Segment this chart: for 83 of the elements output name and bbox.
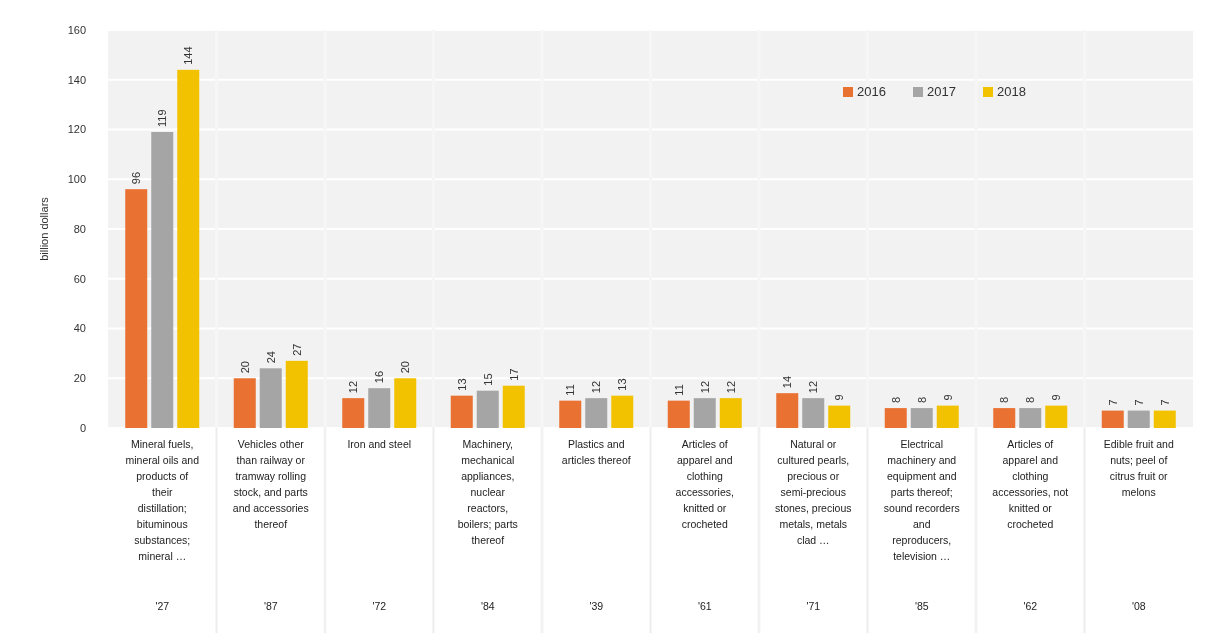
category-label: Natural or cultured pearls, precious or semi-precious stones, precious metals, metals clad … '71 bbox=[775, 438, 852, 612]
bar bbox=[802, 398, 825, 428]
bar bbox=[910, 408, 933, 428]
bar bbox=[259, 368, 282, 428]
bar bbox=[125, 189, 148, 428]
data-label: 27 bbox=[290, 343, 303, 356]
y-tick-label: 40 bbox=[73, 322, 86, 335]
data-label: 8 bbox=[915, 396, 928, 404]
category-label: Iron and steel '72 bbox=[347, 438, 412, 612]
data-label: 96 bbox=[130, 171, 143, 185]
data-label: 8 bbox=[889, 396, 902, 404]
data-label: 20 bbox=[399, 361, 412, 374]
data-label: 9 bbox=[833, 394, 846, 401]
bar bbox=[828, 405, 851, 428]
data-label: 12 bbox=[347, 380, 360, 394]
bar bbox=[1019, 408, 1042, 428]
y-tick-label: 160 bbox=[67, 23, 86, 36]
bar bbox=[1045, 405, 1068, 428]
y-tick-label: 80 bbox=[73, 222, 86, 235]
data-label: 16 bbox=[373, 370, 386, 384]
data-label: 14 bbox=[781, 375, 794, 389]
data-label: 8 bbox=[998, 396, 1011, 404]
y-tick-label: 60 bbox=[73, 272, 86, 285]
data-label: 119 bbox=[156, 109, 169, 127]
data-label: 9 bbox=[1050, 394, 1063, 401]
data-label: 7 bbox=[1106, 399, 1119, 406]
data-label: 7 bbox=[1132, 399, 1145, 406]
legend-label: 2016 bbox=[857, 84, 886, 99]
data-label: 7 bbox=[1158, 399, 1171, 406]
bar bbox=[177, 69, 200, 428]
data-label: 17 bbox=[507, 368, 520, 381]
data-label: 9 bbox=[941, 394, 954, 401]
bar bbox=[151, 131, 174, 428]
bar bbox=[993, 408, 1016, 428]
category-label: Articles of apparel and clothing accessories, knitted or crocheted '61 bbox=[675, 438, 734, 612]
bar bbox=[476, 390, 499, 428]
data-label: 12 bbox=[807, 380, 820, 394]
legend-label: 2017 bbox=[927, 84, 956, 99]
bar bbox=[1127, 410, 1150, 428]
data-label: 8 bbox=[1024, 396, 1037, 404]
category-label: Machinery, mechanical appliances, nuclear reactors, boilers; parts thereof '84 bbox=[457, 438, 518, 612]
data-label: 12 bbox=[724, 380, 737, 394]
category-label: Plastics and articles thereof '39 bbox=[561, 438, 631, 612]
data-label: 13 bbox=[455, 378, 468, 391]
bar bbox=[1153, 410, 1176, 428]
bar bbox=[233, 378, 256, 428]
bar bbox=[719, 398, 742, 428]
data-label: 11 bbox=[564, 384, 577, 396]
bar bbox=[585, 398, 608, 428]
category-label: Edible fruit and nuts; peel of citrus fruit or melons '08 bbox=[1103, 438, 1174, 612]
y-tick-label: 120 bbox=[67, 123, 86, 136]
bar bbox=[394, 378, 417, 428]
data-label: 11 bbox=[672, 384, 685, 396]
category-label: Mineral fuels, mineral oils and products of their distillation; bituminous substances; mineral … '27 bbox=[125, 438, 200, 612]
data-label: 24 bbox=[264, 351, 277, 364]
bar bbox=[667, 400, 690, 428]
data-label: 20 bbox=[238, 361, 251, 374]
legend-label: 2018 bbox=[997, 84, 1026, 99]
category-label: Electrical machinery and equipment and parts thereof; sound recorders and reproducers, television … '85 bbox=[883, 438, 960, 612]
bar bbox=[693, 398, 716, 428]
bar bbox=[285, 360, 308, 428]
data-label: 12 bbox=[698, 380, 711, 394]
category-label: Vehicles other than railway or tramway rolling stock, and parts and accessories thereof '87 bbox=[232, 438, 309, 612]
bar bbox=[342, 398, 365, 428]
y-tick-label: 140 bbox=[67, 73, 86, 86]
data-label: 15 bbox=[481, 373, 494, 386]
bar bbox=[559, 400, 582, 428]
bar bbox=[502, 385, 525, 428]
y-tick-label: 20 bbox=[73, 372, 86, 385]
bar bbox=[1101, 410, 1124, 428]
bar bbox=[450, 395, 473, 428]
y-tick-label: 100 bbox=[67, 173, 86, 186]
bar bbox=[936, 405, 959, 428]
y-axis-title: billion dollars bbox=[38, 196, 50, 261]
bar bbox=[611, 395, 634, 428]
data-label: 12 bbox=[590, 380, 603, 394]
category-label: Articles of apparel and clothing accessories, not knitted or crocheted '62 bbox=[992, 438, 1069, 612]
data-label: 13 bbox=[616, 378, 629, 391]
bar bbox=[368, 388, 391, 428]
bar bbox=[776, 393, 799, 428]
data-label: 144 bbox=[182, 46, 195, 65]
bar bbox=[884, 408, 907, 428]
y-tick-label: 0 bbox=[79, 421, 86, 434]
